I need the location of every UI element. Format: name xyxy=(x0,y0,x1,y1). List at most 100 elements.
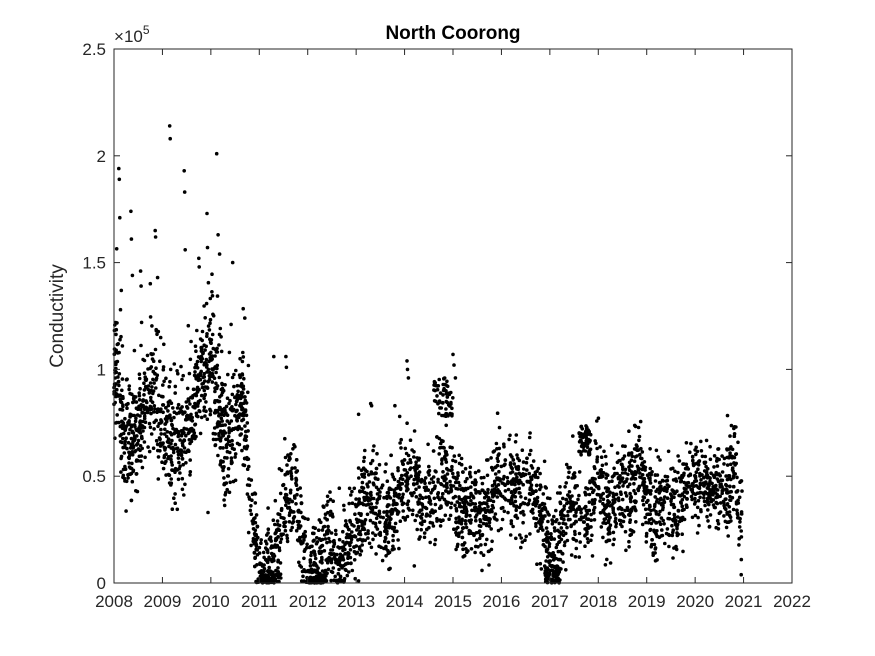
data-point xyxy=(124,479,129,484)
data-point xyxy=(385,490,390,495)
data-point xyxy=(423,488,428,493)
data-point xyxy=(301,515,306,520)
data-point xyxy=(271,552,276,557)
data-point xyxy=(387,515,392,520)
data-point xyxy=(209,350,213,355)
data-point xyxy=(366,536,370,540)
data-point xyxy=(431,480,436,485)
data-point xyxy=(589,512,593,517)
data-point xyxy=(525,456,529,461)
data-point xyxy=(520,540,525,544)
data-point xyxy=(327,536,331,541)
data-point xyxy=(178,438,182,442)
data-point xyxy=(320,528,325,532)
data-point xyxy=(516,456,520,461)
data-point xyxy=(189,339,193,344)
data-point xyxy=(535,495,540,500)
data-point xyxy=(178,471,182,475)
data-point xyxy=(695,531,700,535)
data-point xyxy=(244,413,249,418)
data-point xyxy=(221,466,226,470)
data-point xyxy=(486,487,490,492)
data-point xyxy=(590,533,594,538)
data-point xyxy=(352,524,356,528)
data-point xyxy=(670,523,674,528)
data-point xyxy=(151,377,155,382)
data-point xyxy=(707,502,711,507)
data-point xyxy=(568,496,572,501)
data-point xyxy=(481,553,486,557)
data-point xyxy=(444,500,449,504)
data-point xyxy=(158,449,162,453)
data-point xyxy=(390,472,395,477)
data-point xyxy=(325,517,329,522)
data-point xyxy=(401,462,406,467)
outlier-point xyxy=(397,414,402,419)
data-point xyxy=(437,399,442,403)
data-point xyxy=(317,518,322,522)
data-point xyxy=(263,577,267,581)
data-point xyxy=(587,450,592,454)
data-point xyxy=(377,544,381,549)
data-point xyxy=(223,408,227,413)
x-tick-label: 2009 xyxy=(144,592,182,611)
data-point xyxy=(439,441,443,446)
data-point xyxy=(660,533,665,538)
data-point xyxy=(558,485,562,489)
data-point xyxy=(724,482,728,487)
data-point xyxy=(680,492,685,496)
data-point xyxy=(552,537,557,541)
data-point xyxy=(271,518,276,522)
data-point xyxy=(599,455,604,460)
data-point xyxy=(225,413,230,418)
data-point xyxy=(572,514,577,518)
data-point xyxy=(633,491,638,496)
data-point xyxy=(724,474,728,478)
data-point xyxy=(732,455,737,460)
data-point xyxy=(365,512,370,517)
data-point xyxy=(611,491,615,496)
data-point xyxy=(311,531,315,536)
data-point xyxy=(349,540,353,545)
data-point xyxy=(202,405,207,410)
data-point xyxy=(665,527,670,531)
data-point xyxy=(414,495,419,499)
data-point xyxy=(411,508,415,513)
data-point xyxy=(342,508,346,512)
data-point xyxy=(320,557,324,562)
data-point xyxy=(366,484,370,489)
data-point xyxy=(133,395,138,399)
data-point xyxy=(490,468,495,472)
data-point xyxy=(571,500,575,505)
data-point xyxy=(223,431,228,435)
data-point xyxy=(431,449,436,453)
data-point xyxy=(211,312,215,317)
data-point xyxy=(164,376,168,381)
data-point xyxy=(288,456,292,461)
data-point xyxy=(473,470,478,475)
data-point xyxy=(533,470,538,475)
data-point xyxy=(165,430,170,434)
data-point xyxy=(326,499,330,504)
data-point xyxy=(237,415,241,420)
data-point xyxy=(385,494,389,499)
data-point xyxy=(538,511,543,516)
data-point xyxy=(233,452,238,456)
data-point xyxy=(290,521,295,525)
data-point xyxy=(529,486,533,491)
data-point xyxy=(571,504,575,509)
data-point xyxy=(187,371,192,376)
data-point xyxy=(153,371,157,376)
data-point xyxy=(180,456,185,461)
data-point xyxy=(213,347,217,352)
data-point xyxy=(383,470,388,474)
data-point xyxy=(187,430,191,434)
data-point xyxy=(561,529,566,534)
data-point xyxy=(441,445,446,450)
data-point xyxy=(435,394,439,398)
data-point xyxy=(513,482,517,487)
data-point xyxy=(491,499,496,504)
data-point xyxy=(329,548,333,552)
outlier-point xyxy=(369,403,374,408)
data-point xyxy=(225,456,229,460)
